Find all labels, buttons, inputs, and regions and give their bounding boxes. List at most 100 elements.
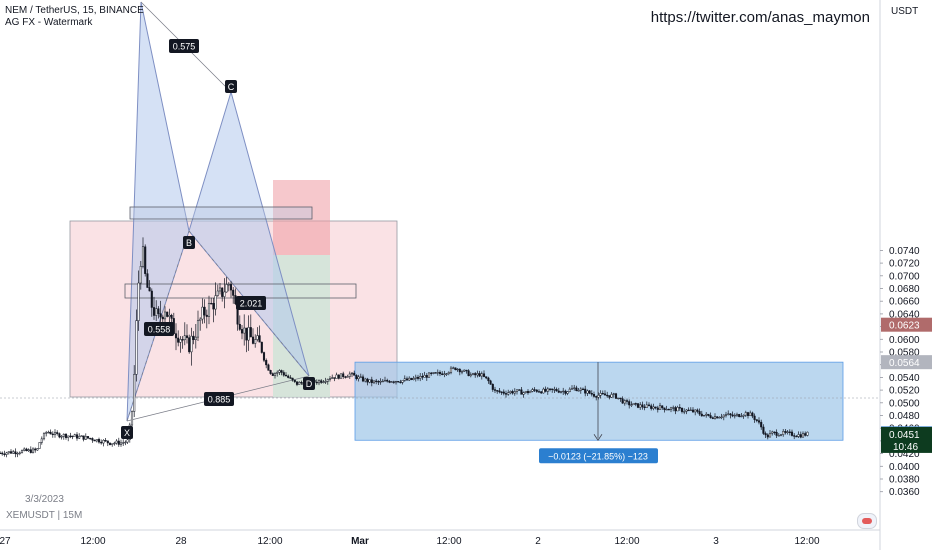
candle [122, 439, 125, 446]
candle [691, 407, 695, 413]
ratio-label: 0.575 [169, 39, 199, 53]
range-measure-arrowhead [593, 434, 603, 441]
candle-body [612, 393, 615, 395]
candle-body [196, 320, 200, 338]
candle-body [744, 412, 747, 416]
candle [766, 433, 769, 440]
candle [64, 432, 68, 440]
candle [333, 377, 336, 382]
candle-body [284, 374, 288, 377]
candle [205, 309, 208, 329]
candle-body [298, 381, 301, 385]
candle [496, 389, 499, 394]
candle-body [214, 295, 217, 310]
candle [801, 431, 805, 438]
candle [777, 433, 780, 437]
candle-body [342, 373, 345, 377]
candle-body [694, 409, 697, 413]
candle [240, 325, 244, 340]
candle [647, 402, 651, 407]
time-tick-label: 12:00 [794, 536, 819, 547]
candle [262, 351, 266, 363]
candle [795, 435, 798, 438]
candle [51, 431, 54, 438]
candle-body [511, 391, 514, 394]
candle-body [51, 433, 54, 436]
candle-body [12, 451, 15, 454]
candle [753, 413, 756, 423]
candle-body [729, 413, 732, 416]
price-tag-text: 0.0451 [889, 430, 920, 441]
candle [20, 449, 24, 454]
candle [342, 371, 345, 379]
candle [42, 432, 46, 441]
candle [566, 391, 569, 396]
price-tag: 0.0564 [881, 355, 932, 370]
candle-body [179, 339, 182, 343]
candle [49, 429, 52, 435]
candle-body [700, 413, 703, 417]
candle-body [691, 409, 695, 413]
candle-body [333, 377, 336, 379]
candle [104, 438, 107, 442]
candle [643, 404, 646, 411]
candle [390, 381, 393, 383]
candle-body [707, 413, 710, 416]
candle-body [427, 372, 431, 378]
candle-body [674, 407, 677, 412]
candle [58, 432, 61, 439]
candle-body [368, 379, 371, 383]
candle [652, 403, 655, 411]
candle [405, 376, 409, 381]
candle-body [42, 433, 46, 440]
candle-body [652, 406, 655, 409]
candle-body [529, 391, 532, 394]
candle [557, 387, 560, 394]
tradingview-logo-icon[interactable] [857, 513, 877, 529]
candle-body [720, 416, 723, 418]
candle-body [751, 412, 754, 417]
candle-body [20, 450, 24, 454]
candle-body [636, 403, 640, 408]
candle-body [71, 435, 74, 438]
candle [632, 403, 635, 405]
candle [247, 315, 250, 351]
candle [284, 372, 288, 377]
candle [683, 408, 686, 415]
candle-body [93, 439, 96, 442]
candle-body [210, 302, 213, 305]
time-axis: 27 12:00 28 12:00 Mar 12:00 2 12:00 3 12:00 [0, 529, 880, 547]
candle [5, 451, 8, 458]
candle-body [760, 421, 763, 428]
candle-body [190, 335, 193, 353]
candle [225, 276, 228, 293]
candle-body [544, 388, 547, 392]
candle-body [276, 372, 279, 374]
candle [603, 390, 607, 396]
candle-body [350, 372, 354, 375]
candle [685, 409, 688, 415]
candle-body [113, 442, 116, 445]
candle [584, 385, 587, 397]
candle-body [115, 440, 118, 444]
candle [788, 429, 791, 436]
candle-body [441, 373, 444, 375]
candle [570, 385, 574, 390]
candle-body [183, 335, 186, 341]
candle [742, 414, 745, 419]
candle [280, 369, 283, 376]
candle [113, 441, 116, 446]
candle-body [320, 380, 323, 383]
indicator-label: AG FX - Watermark [5, 17, 93, 28]
candle-body [775, 431, 778, 436]
candle-body [797, 434, 800, 437]
candle [328, 375, 332, 382]
price-tag-text: 0.0623 [889, 321, 920, 332]
candle-body [575, 387, 578, 391]
candle [155, 300, 158, 322]
candle-body [643, 406, 646, 408]
candle-body [80, 435, 83, 437]
candle [3, 450, 6, 457]
